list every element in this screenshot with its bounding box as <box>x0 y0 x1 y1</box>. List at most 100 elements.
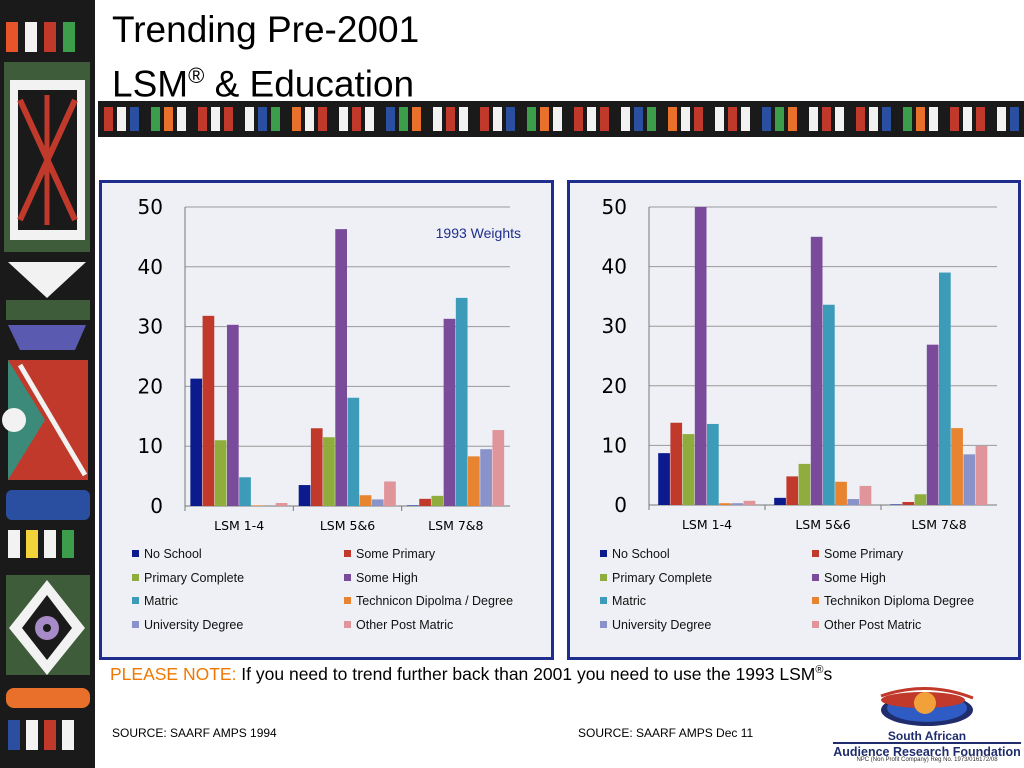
legend-label: Some High <box>824 570 886 585</box>
bar <box>298 485 311 506</box>
chart-panel-dec11: 0 10 20 30 40 50 LSM 1-4 LSM 5&6 LSM 7&8 No Scho… <box>567 180 1021 660</box>
bar <box>798 463 811 505</box>
legend-swatch <box>600 620 607 628</box>
bar <box>359 495 372 506</box>
bar <box>847 499 860 505</box>
bar <box>214 440 227 506</box>
legend-label: Other Post Matric <box>824 617 922 632</box>
legend-label: Some Primary <box>824 547 904 561</box>
legend-label: Technikon Diploma Degree <box>824 594 975 608</box>
logo-line3: NPC (Non Profit Company) Reg No. 1973/01… <box>856 757 998 763</box>
legend-label: University Degree <box>612 617 712 632</box>
source-right: SOURCE: SAARF AMPS Dec 11 <box>578 726 754 740</box>
legend-item: Some High <box>344 571 418 585</box>
legend-item: Matric <box>132 594 178 608</box>
legend-label: University Degree <box>144 617 244 632</box>
bar <box>275 503 288 506</box>
legend-label: Some High <box>356 570 418 585</box>
saarf-eye-icon <box>880 687 974 726</box>
bar <box>347 397 360 506</box>
slide-title-line1: Trending Pre-2001 <box>112 9 420 50</box>
legend-item: Primary Complete <box>600 571 712 585</box>
bar <box>310 428 323 506</box>
bar <box>492 430 505 506</box>
x-tick-label: LSM 7&8 <box>428 518 483 533</box>
legend-label: Technicon Dipolma / Degree <box>356 594 514 608</box>
bar <box>335 229 347 506</box>
bar <box>443 318 456 506</box>
bar <box>902 502 915 505</box>
source-left: SOURCE: SAARF AMPS 1994 <box>112 726 277 740</box>
bar <box>859 485 872 505</box>
legend-item: Primary Complete <box>132 571 244 585</box>
bar <box>926 344 939 505</box>
legend-swatch <box>812 550 819 557</box>
please-note: PLEASE NOTE: If you need to trend furthe… <box>110 664 832 685</box>
legend-label: Matric <box>144 594 179 608</box>
decorative-pattern-icon <box>0 0 95 768</box>
x-tick-label: LSM 7&8 <box>911 517 966 532</box>
y-tick-label: 40 <box>138 255 163 279</box>
legend-swatch <box>812 573 819 581</box>
bar <box>431 495 444 506</box>
logo-line1: South African <box>887 729 967 743</box>
y-tick-label: 50 <box>138 195 163 219</box>
legend-item: No School <box>600 547 670 561</box>
decorative-band-icon <box>98 101 1024 137</box>
bar <box>823 304 835 505</box>
slide-title-line2: LSM® & Education <box>112 56 414 104</box>
legend-item: Technicon Dipolma / Degree <box>344 594 513 608</box>
chart-panel-1993: 0 10 20 30 40 50 LSM 1-4 LSM 5&6 LSM 7&8 1993 Wei… <box>99 180 554 660</box>
saarf-logo: South African Audience Research Foundati… <box>833 686 1021 766</box>
legend-item: Some Primary <box>344 547 435 561</box>
legend-item: University Degree <box>600 618 711 632</box>
title-education: & Education <box>204 63 415 105</box>
y-tick-label: 0 <box>614 493 627 517</box>
bar <box>384 481 396 506</box>
bar <box>468 456 480 506</box>
y-tick-label: 10 <box>138 434 163 458</box>
bar <box>731 503 744 505</box>
bar <box>670 422 683 505</box>
bar <box>419 498 431 506</box>
bar <box>202 315 215 506</box>
legend-label: No School <box>144 547 202 561</box>
y-tick-label: 20 <box>138 374 163 398</box>
legend-item: University Degree <box>132 618 243 632</box>
legend-item: Other Post Matric <box>812 618 921 632</box>
bar <box>963 454 976 505</box>
bar <box>951 428 963 505</box>
legend-swatch <box>600 573 607 581</box>
legend-item: No School <box>132 547 202 561</box>
legend-label: No School <box>612 547 670 561</box>
bar <box>455 297 468 506</box>
legend-label: Primary Complete <box>612 570 713 585</box>
bar <box>810 236 823 506</box>
y-tick-label: 0 <box>150 494 163 518</box>
y-tick-label: 40 <box>602 255 627 279</box>
bar <box>774 497 786 505</box>
legend-item: Some Primary <box>812 547 903 561</box>
chart-1993: 0 10 20 30 40 50 LSM 1-4 LSM 5&6 LSM 7&8 1993 Wei… <box>138 195 521 533</box>
bar <box>239 477 251 506</box>
chart-annotation: 1993 Weights <box>436 225 521 241</box>
bar <box>939 272 951 505</box>
bar <box>658 453 670 505</box>
legend-swatch <box>344 573 351 581</box>
legend-item: Matric <box>600 594 646 608</box>
legend-swatch <box>132 573 139 581</box>
y-tick-label: 10 <box>602 433 627 457</box>
bar <box>975 445 988 505</box>
title-lsm: LSM <box>112 63 189 105</box>
bar <box>835 481 847 505</box>
bar <box>743 500 756 505</box>
bar <box>707 423 719 505</box>
bar <box>719 503 731 505</box>
bar <box>323 437 335 506</box>
legend-label: Some Primary <box>356 547 436 561</box>
bar <box>226 324 239 506</box>
chart-dec11: 0 10 20 30 40 50 LSM 1-4 LSM 5&6 LSM 7&8 <box>602 195 997 532</box>
y-tick-label: 50 <box>602 195 627 219</box>
legend-swatch <box>344 597 351 604</box>
note-text: If you need to trend further back than 2… <box>236 664 816 684</box>
